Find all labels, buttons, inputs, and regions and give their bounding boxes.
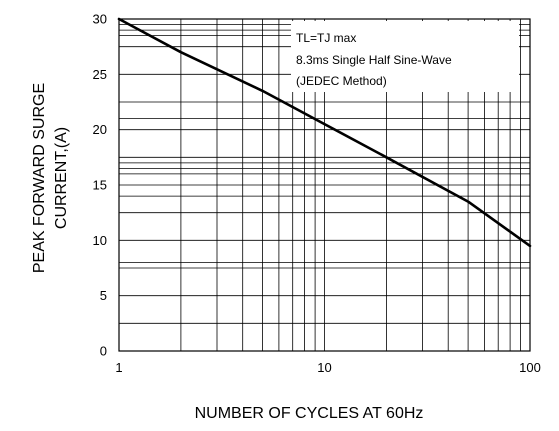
y-tick-label: 15 [93, 178, 107, 193]
y-axis-title-line-2: CURRENT,(A) [53, 127, 70, 229]
annotation-background [291, 21, 519, 92]
tick-labels: 1 10 100 0 5 10 15 20 25 30 [93, 12, 541, 376]
annotation-box: TL=TJ max 8.3ms Single Half Sine-Wave (J… [291, 21, 519, 92]
surge-current-curve [117, 17, 532, 248]
y-tick-label: 0 [100, 344, 107, 359]
y-axis-title-line-1: PEAK FORWARD SURGE [31, 83, 48, 273]
plot-frame [118, 18, 531, 352]
x-tick-label: 1 [115, 360, 122, 375]
y-tick-label: 30 [93, 12, 107, 27]
y-tick-label: 5 [100, 288, 107, 303]
x-axis-title: NUMBER OF CYCLES AT 60Hz [195, 405, 424, 422]
annotation-line-2: 8.3ms Single Half Sine-Wave [296, 53, 452, 67]
x-tick-label: 100 [519, 360, 541, 375]
x-tick-label: 10 [317, 360, 331, 375]
y-tick-label: 10 [93, 233, 107, 248]
series-layer [117, 17, 532, 248]
y-tick-label: 20 [93, 122, 107, 137]
y-tick-label: 25 [93, 67, 107, 82]
annotation-line-1: TL=TJ max [296, 31, 356, 45]
annotation-line-3: (JEDEC Method) [296, 74, 387, 88]
